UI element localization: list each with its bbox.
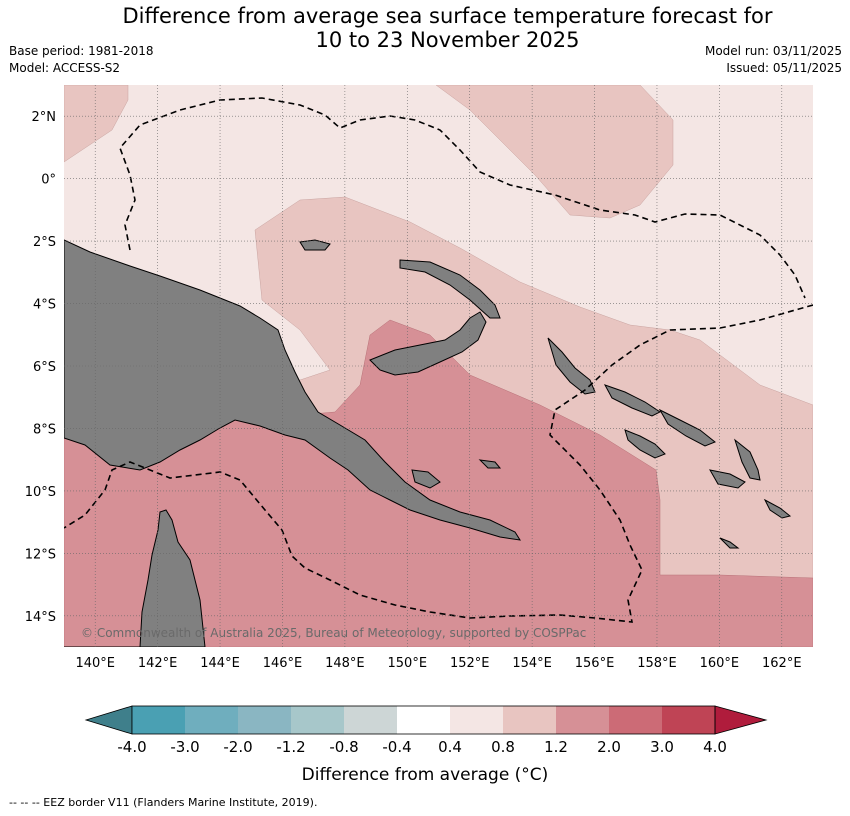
latitude-label: 2°S: [33, 235, 56, 250]
colorbar-tick-label: -1.2: [276, 738, 305, 756]
solomon-choiseul-island: [603, 384, 661, 417]
longitude-label: 144°E: [200, 656, 240, 671]
copyright-notice: © Commonwealth of Australia 2025, Bureau…: [81, 626, 586, 640]
colorbar-tick-label: -2.0: [223, 738, 252, 756]
left-metadata: Base period: 1981-2018 Model: ACCESS-S2: [9, 43, 154, 77]
longitude-label: 162°E: [762, 656, 802, 671]
eez-border-north: [119, 97, 806, 299]
right-metadata: Model run: 03/11/2025 Issued: 05/11/2025: [705, 43, 842, 77]
longitude-label: 156°E: [575, 656, 615, 671]
land-masses: [64, 239, 792, 647]
model-run: Model run: 03/11/2025: [704, 44, 842, 58]
colorbar-tick-label: -4.0: [117, 738, 146, 756]
longitude-label: 150°E: [388, 656, 428, 671]
base-period: Base period: 1981-2018: [9, 44, 154, 58]
small-island-east: [763, 498, 792, 519]
louisiade-island: [478, 459, 502, 469]
longitude-label: 142°E: [138, 656, 178, 671]
colorbar-tick-label: 2.0: [597, 738, 621, 756]
australia-cape-york: [64, 509, 206, 647]
colorbar-tick-label: -0.8: [329, 738, 358, 756]
colorbar-tick-label: 1.2: [544, 738, 568, 756]
longitude-label: 140°E: [75, 656, 115, 671]
anomaly-zone-medium-north: [435, 85, 674, 219]
issued-date: Issued: 05/11/2025: [726, 61, 842, 75]
small-islands-d-entrecasteaux: [411, 469, 441, 489]
colorbar-frame: [131, 705, 716, 735]
colorbar-segment: [450, 706, 503, 734]
latitude-label: 0°: [41, 173, 56, 188]
model-name: Model: ACCESS-S2: [9, 61, 121, 75]
latitude-label: 10°S: [25, 485, 56, 500]
eez-borders: [64, 97, 813, 623]
colorbar-tick-label: -3.0: [170, 738, 199, 756]
colorbar-segment: [185, 706, 238, 734]
title-line-2: 10 to 23 November 2025: [315, 28, 580, 52]
longitude-label: 148°E: [325, 656, 365, 671]
solomon-malaita-island: [734, 438, 761, 481]
small-island-southeast: [719, 537, 740, 549]
latitude-labels: 2°N 0° 2°S 4°S 6°S 8°S 10°S 12°S 14°S: [25, 110, 56, 625]
new-guinea-landmass: [64, 239, 521, 541]
colorbar-segment: [344, 706, 397, 734]
colorbar-title: Difference from average (°C): [302, 765, 549, 785]
colorbar-tick-label: 0.8: [491, 738, 515, 756]
colorbar-segment: [238, 706, 291, 734]
eez-legend-note: -- -- -- EEZ border V11 (Flanders Marine…: [9, 796, 318, 809]
colorbar-over-arrow: [714, 705, 768, 735]
colorbar-segment: [609, 706, 662, 734]
colorbar-tick-label: 4.0: [703, 738, 727, 756]
solomon-isabel-island: [658, 408, 716, 447]
map-title: Difference from average sea surface temp…: [0, 4, 850, 52]
new-britain-island: [369, 311, 487, 376]
colorbar-segment: [397, 706, 450, 734]
colorbar-segment: [132, 706, 185, 734]
latitude-label: 2°N: [32, 110, 57, 125]
manus-island: [299, 239, 331, 251]
longitude-label: 146°E: [263, 656, 303, 671]
latitude-label: 4°S: [33, 298, 56, 313]
longitude-labels: 140°E 142°E 144°E 146°E 148°E 150°E 152°E 154°E…: [75, 656, 801, 671]
colorbar: -4.0 -3.0 -2.0 -1.2 -0.8 -0.4 0.4 0.8 1.2 2.0 3.0 4…: [84, 705, 768, 756]
latitude-label: 8°S: [33, 422, 56, 437]
title-line-1: Difference from average sea surface temp…: [122, 4, 773, 28]
solomon-guadalcanal-island: [624, 429, 666, 459]
longitude-label: 154°E: [512, 656, 552, 671]
map-gridlines: [64, 85, 813, 647]
colorbar-tick-label: 3.0: [650, 738, 674, 756]
colorbar-segment: [556, 706, 609, 734]
longitude-label: 160°E: [700, 656, 740, 671]
colorbar-tick-label: 0.4: [438, 738, 462, 756]
colorbar-segment: [503, 706, 556, 734]
longitude-label: 158°E: [637, 656, 677, 671]
makira-island: [709, 469, 746, 489]
latitude-label: 6°S: [33, 360, 56, 375]
map-plot-area: © Commonwealth of Australia 2025, Bureau…: [64, 85, 813, 647]
latitude-label: 14°S: [25, 610, 56, 625]
colorbar-under-arrow: [84, 705, 133, 735]
colorbar-segment: [662, 706, 715, 734]
latitude-label: 12°S: [25, 547, 56, 562]
eez-border-east: [64, 304, 813, 623]
colorbar-segment: [291, 706, 344, 734]
anomaly-zone-medium-nw: [64, 85, 129, 163]
longitude-label: 152°E: [450, 656, 490, 671]
colorbar-tick-label: -0.4: [382, 738, 411, 756]
